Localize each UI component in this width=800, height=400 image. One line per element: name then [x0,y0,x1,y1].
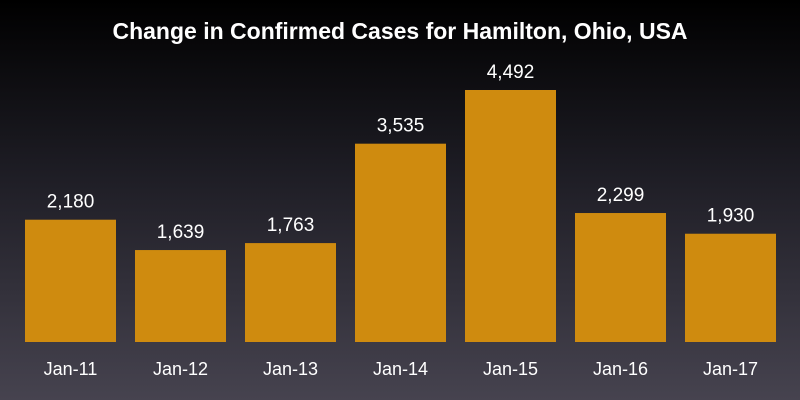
bar-Jan-11 [25,219,116,342]
value-label: 1,639 [157,222,205,243]
bar-Jan-16 [575,213,666,342]
chart-title: Change in Confirmed Cases for Hamilton, … [112,18,688,44]
x-tick-label: Jan-14 [373,359,428,379]
bar-Jan-12 [135,250,226,342]
x-tick-label: Jan-12 [153,359,208,379]
x-tick-label: Jan-15 [483,359,538,379]
bar-Jan-15 [465,90,556,342]
x-tick-label: Jan-16 [593,359,648,379]
value-label: 1,930 [707,206,755,227]
x-tick-label: Jan-11 [44,359,98,379]
value-label: 1,763 [267,215,315,236]
bar-Jan-17 [685,233,776,342]
x-tick-label: Jan-13 [263,359,318,379]
x-tick-label: Jan-17 [703,359,758,379]
value-label: 4,492 [487,62,535,83]
bar-Jan-14 [355,143,446,342]
value-label: 2,180 [47,192,95,213]
bar-Jan-13 [245,243,336,342]
value-label: 3,535 [377,116,425,137]
value-label: 2,299 [597,185,645,206]
